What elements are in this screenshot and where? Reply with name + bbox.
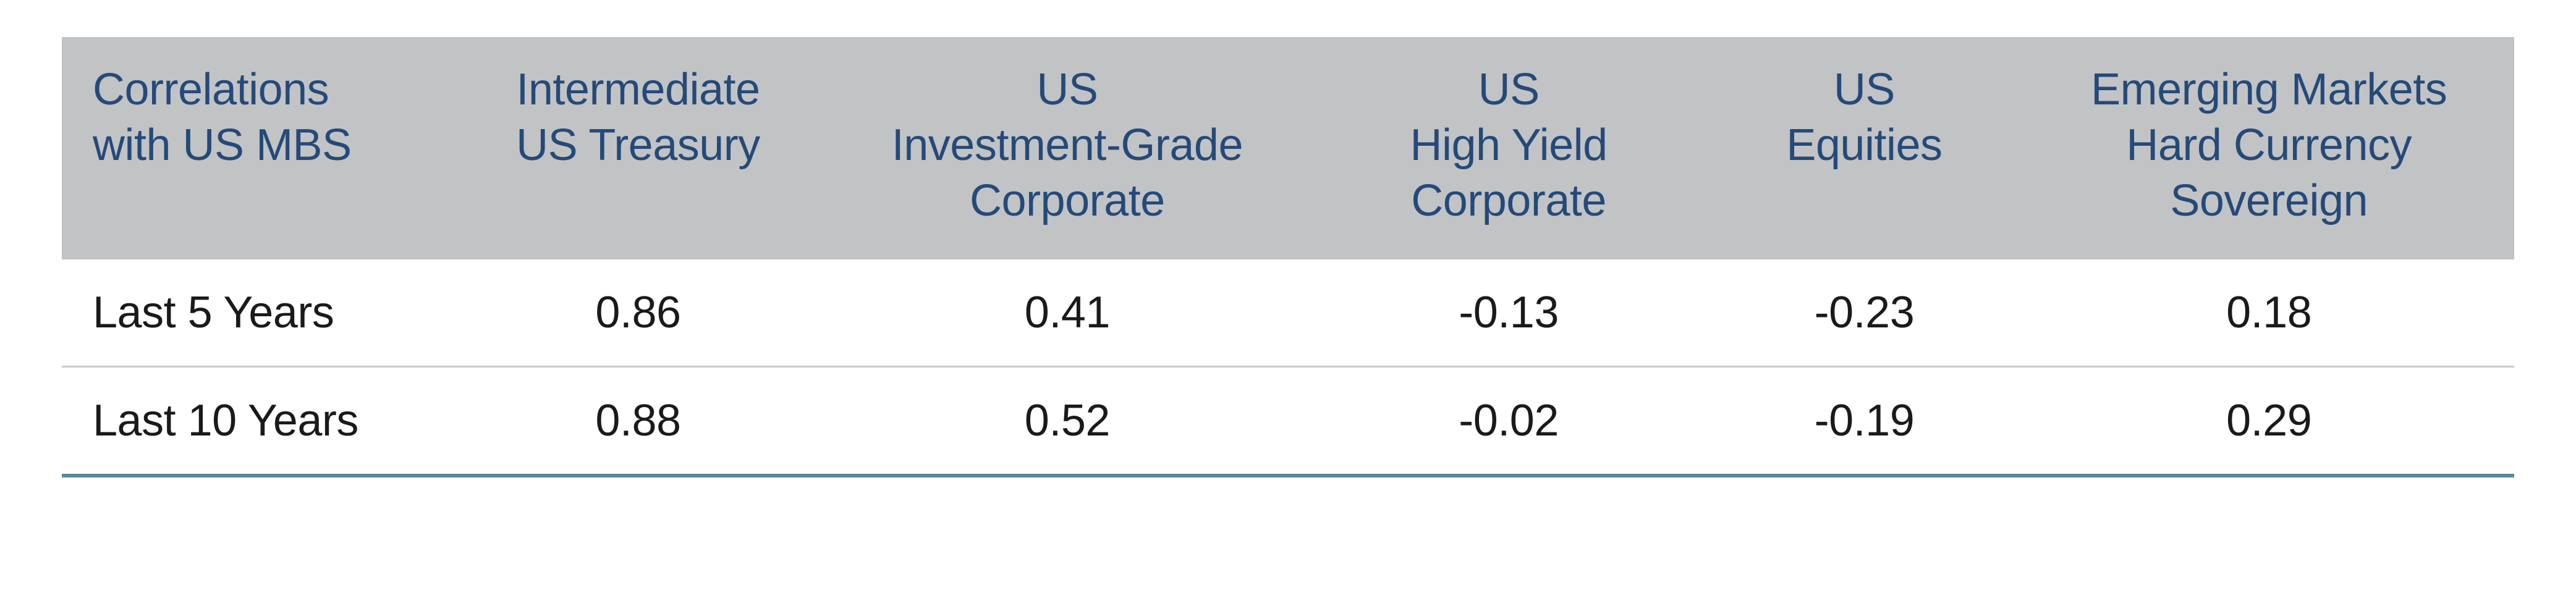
col-header-line: US (834, 62, 1300, 117)
cell-value: 0.18 (2023, 259, 2514, 367)
col-header-line: Correlations (93, 62, 442, 117)
row-label: Last 5 Years (62, 259, 454, 367)
col-header-line: Hard Currency (2036, 117, 2502, 173)
col-header-line: Equities (1718, 117, 2012, 173)
col-header-hy: USHigh YieldCorporate (1313, 37, 1705, 259)
row-label: Last 10 Years (62, 367, 454, 476)
table-body: Last 5 Years0.860.41-0.13-0.230.18Last 1… (62, 259, 2514, 476)
cell-value: 0.41 (822, 259, 1313, 367)
col-header-line: Corporate (1325, 173, 1693, 229)
cell-value: 0.86 (454, 259, 822, 367)
table-container: Correlationswith US MBSIntermediateUS Tr… (0, 0, 2576, 614)
col-header-line: High Yield (1325, 117, 1693, 173)
cell-value: -0.19 (1705, 367, 2024, 476)
col-header-rowhead: Correlationswith US MBS (62, 37, 454, 259)
col-header-ig: USInvestment-GradeCorporate (822, 37, 1313, 259)
correlations-table: Correlationswith US MBSIntermediateUS Tr… (62, 37, 2514, 477)
col-header-line: Sovereign (2036, 173, 2502, 229)
table-header: Correlationswith US MBSIntermediateUS Tr… (62, 37, 2514, 259)
cell-value: 0.29 (2023, 367, 2514, 476)
col-header-line: US (1718, 62, 2012, 117)
cell-value: 0.88 (454, 367, 822, 476)
col-header-line: with US MBS (93, 117, 442, 173)
col-header-line: Corporate (834, 173, 1300, 229)
col-header-eq: USEquities (1705, 37, 2024, 259)
table-row: Last 5 Years0.860.41-0.13-0.230.18 (62, 259, 2514, 367)
col-header-ust: IntermediateUS Treasury (454, 37, 822, 259)
col-header-line: US (1325, 62, 1693, 117)
col-header-line: Emerging Markets (2036, 62, 2502, 117)
cell-value: -0.02 (1313, 367, 1705, 476)
col-header-line: Intermediate (467, 62, 810, 117)
col-header-em: Emerging MarketsHard CurrencySovereign (2023, 37, 2514, 259)
header-row: Correlationswith US MBSIntermediateUS Tr… (62, 37, 2514, 259)
col-header-line: US Treasury (467, 117, 810, 173)
cell-value: -0.23 (1705, 259, 2024, 367)
col-header-line: Investment-Grade (834, 117, 1300, 173)
cell-value: 0.52 (822, 367, 1313, 476)
table-row: Last 10 Years0.880.52-0.02-0.190.29 (62, 367, 2514, 476)
cell-value: -0.13 (1313, 259, 1705, 367)
